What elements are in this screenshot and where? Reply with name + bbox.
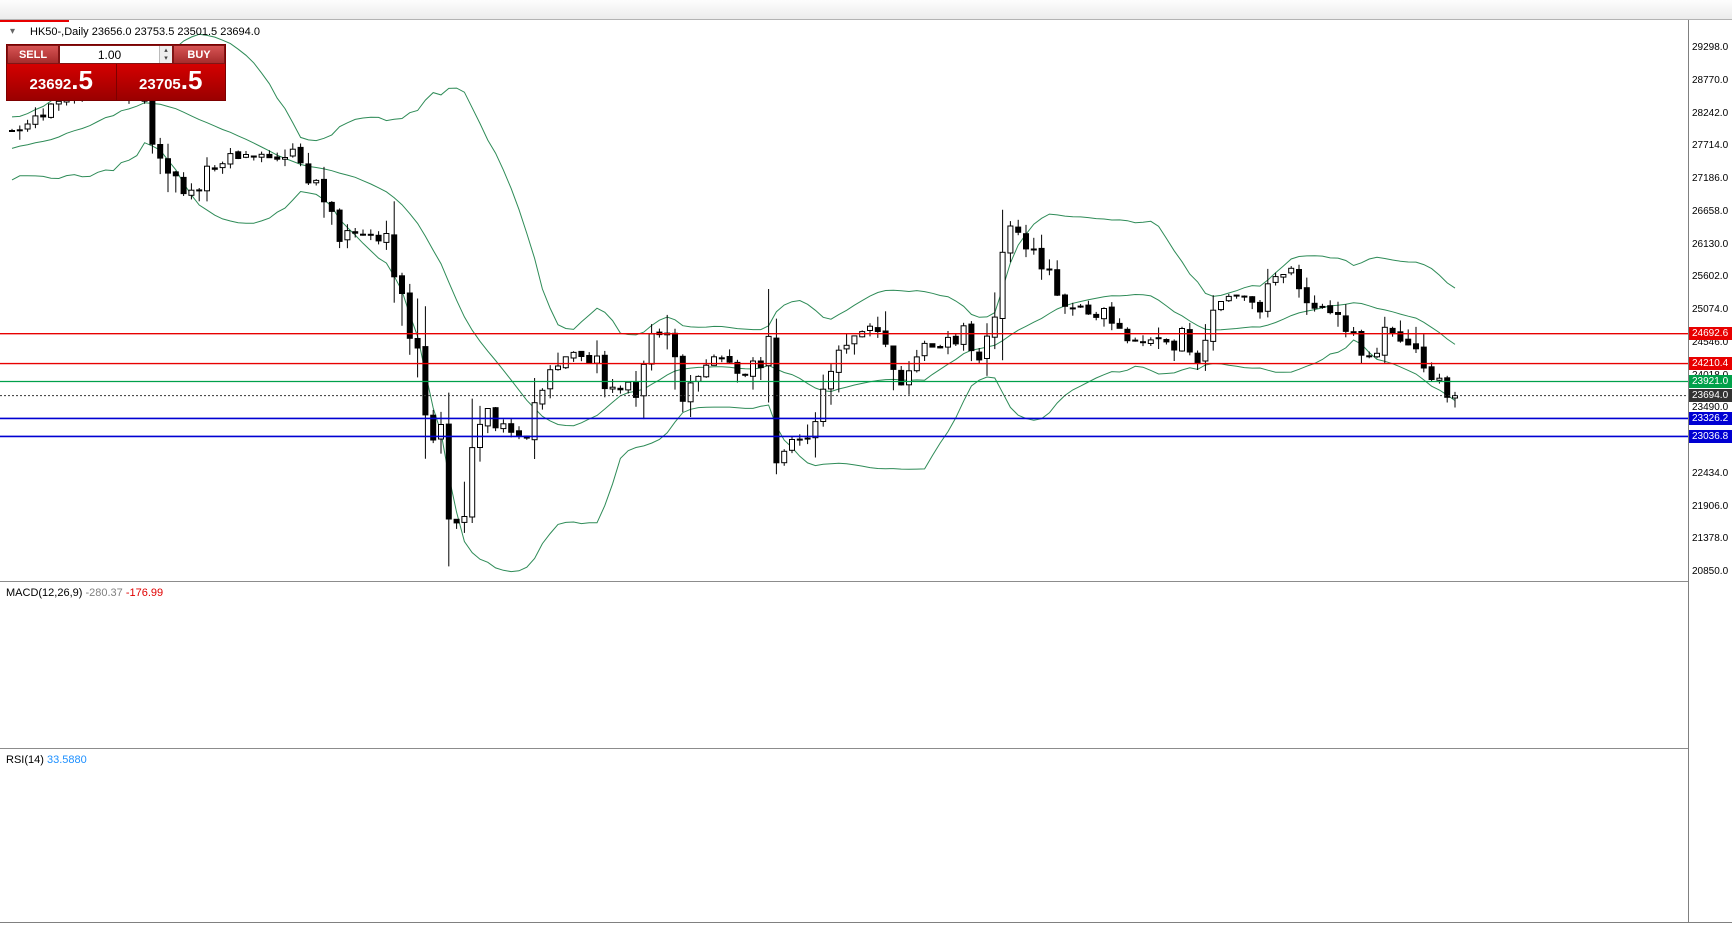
sell-price-main: 23692	[29, 76, 72, 93]
rsi-value: 33.5880	[46, 754, 87, 766]
candlestick-series	[9, 69, 1458, 567]
macd-name: MACD(12,26,9)	[6, 587, 83, 599]
volume-input[interactable]	[60, 46, 159, 63]
rsi-name: RSI(14)	[6, 754, 44, 766]
price-scale[interactable]: 29298.0 28770.0 28242.0 27714.0 27186.0 26658…	[1688, 20, 1732, 922]
price-tag: 23036.8	[1689, 429, 1732, 443]
panel-divider[interactable]	[0, 748, 1732, 749]
rsi-indicator-label: RSI(14) 33.5880	[6, 754, 87, 766]
price-tag: 24692.6	[1689, 327, 1732, 341]
y-axis-label: 26130.0	[1692, 238, 1729, 250]
bollinger-bands	[11, 33, 1456, 573]
y-axis-label: 29298.0	[1692, 42, 1729, 53]
macd-main-value: -280.37	[85, 587, 123, 599]
price-tag: 23694.0	[1689, 389, 1732, 403]
volume-stepper: ▴ ▾	[59, 45, 173, 64]
y-axis-label: 23490.0	[1692, 402, 1729, 414]
price-tag: 24210.4	[1689, 357, 1732, 371]
toolbar	[0, 0, 1732, 20]
y-axis-label: 21378.0	[1692, 533, 1729, 545]
one-click-trading-panel: SELL ▴ ▾ BUY 23692.5 23705.5	[6, 44, 226, 101]
y-axis-label: 28770.0	[1692, 74, 1729, 86]
y-axis-label: 27186.0	[1692, 173, 1729, 184]
volume-down-icon[interactable]: ▾	[160, 54, 172, 63]
buy-button[interactable]: BUY	[173, 45, 225, 64]
macd-indicator-label: MACD(12,26,9) -280.37 -176.99	[6, 587, 163, 599]
y-axis-label: 24018.0	[1692, 370, 1732, 382]
time-axis[interactable]	[0, 922, 1732, 946]
sell-price[interactable]: 23692.5	[7, 64, 117, 100]
y-axis-label: 25602.0	[1692, 271, 1729, 283]
sell-button[interactable]: SELL	[7, 45, 59, 64]
y-axis-label: 28242.0	[1692, 107, 1729, 119]
one-click-collapse-icon[interactable]: ▾	[10, 26, 16, 37]
panel-divider[interactable]	[0, 581, 1732, 582]
chart-title: HK50-,Daily 23656.0 23753.5 23501.5 2369…	[30, 26, 260, 38]
price-tag: 23921.0	[1689, 375, 1732, 389]
macd-signal-value: -176.99	[125, 587, 164, 599]
y-axis-label: 21906.0	[1692, 500, 1729, 512]
buy-price-main: 23705	[139, 76, 181, 93]
y-axis-label: 25074.0	[1692, 304, 1729, 315]
sell-price-big: .5	[71, 65, 93, 95]
y-axis-label: 24546.0	[1692, 336, 1729, 348]
y-axis-label: 27714.0	[1692, 140, 1729, 152]
y-axis-label: 20850.0	[1692, 566, 1729, 577]
y-axis-label: 26658.0	[1692, 205, 1729, 217]
y-axis-label: 22434.0	[1692, 467, 1729, 479]
buy-price-big: .5	[180, 65, 203, 95]
volume-up-icon[interactable]: ▴	[160, 46, 172, 55]
price-tag: 23326.2	[1689, 411, 1732, 425]
buy-price[interactable]: 23705.5	[117, 64, 226, 100]
